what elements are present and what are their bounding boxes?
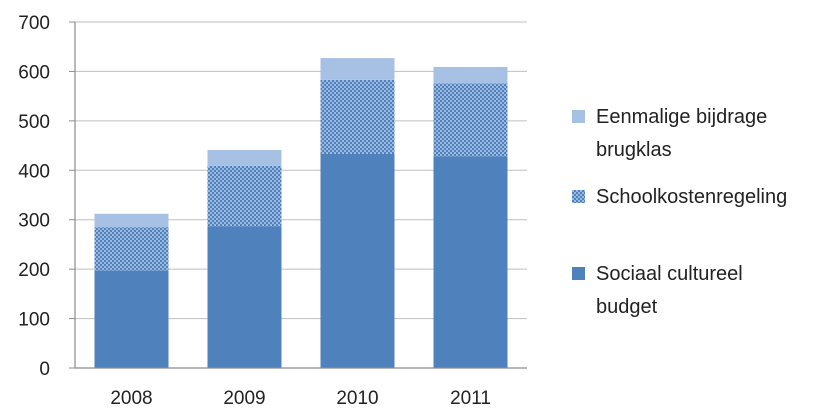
- bar-segment-2010-series-1: [320, 79, 395, 154]
- bar-segment-2008-series-1: [94, 227, 169, 271]
- bar-segment-2009-series-2: [207, 150, 282, 166]
- bar-segment-2010-series-2: [320, 58, 395, 80]
- y-tick-label: 300: [18, 211, 50, 232]
- y-tick-label: 400: [18, 161, 50, 182]
- x-axis-ticks: 2008 2009 2010 2011: [110, 388, 491, 409]
- y-tick-label: 600: [18, 62, 50, 83]
- legend-item: Schoolkostenregeling: [572, 186, 787, 208]
- x-tick-label: 2010: [336, 388, 378, 409]
- legend-label: budget: [596, 296, 658, 318]
- legend-item: Sociaal cultureel budget: [572, 263, 743, 318]
- x-tick-label: 2009: [223, 388, 265, 409]
- bar-segment-2008-series-0: [94, 270, 169, 368]
- y-tick-label: 500: [18, 112, 50, 133]
- bar-segment-2008-series-2: [94, 213, 169, 228]
- bars: [94, 58, 508, 368]
- y-tick-label: 700: [18, 13, 50, 34]
- legend-swatch: [572, 110, 585, 123]
- legend-swatch: [572, 190, 585, 203]
- bar-segment-2009-series-1: [207, 165, 282, 227]
- legend-item: Eenmalige bijdrage brugklas: [572, 106, 767, 161]
- y-axis-ticks: 0 100 200 300 400 500 600 700: [18, 13, 50, 380]
- x-tick-label: 2008: [110, 388, 152, 409]
- legend-swatch: [572, 267, 585, 280]
- bar-segment-2011-series-0: [433, 156, 508, 368]
- y-tick-label: 100: [18, 310, 50, 331]
- y-tick-label: 0: [39, 359, 50, 380]
- legend: Eenmalige bijdrage brugklas Schoolkostenre…: [572, 106, 787, 318]
- legend-label: Sociaal cultureel: [596, 263, 743, 285]
- bar-segment-2009-series-0: [207, 226, 282, 368]
- legend-label: Schoolkostenregeling: [596, 186, 787, 208]
- bar-segment-2011-series-1: [433, 83, 508, 157]
- axes: [69, 21, 527, 369]
- legend-label: brugklas: [596, 139, 672, 161]
- legend-label: Eenmalige bijdrage: [596, 106, 767, 128]
- y-tick-label: 200: [18, 260, 50, 281]
- bar-segment-2011-series-2: [433, 66, 508, 84]
- x-tick-label: 2011: [450, 388, 491, 409]
- bar-segment-2010-series-0: [320, 153, 395, 368]
